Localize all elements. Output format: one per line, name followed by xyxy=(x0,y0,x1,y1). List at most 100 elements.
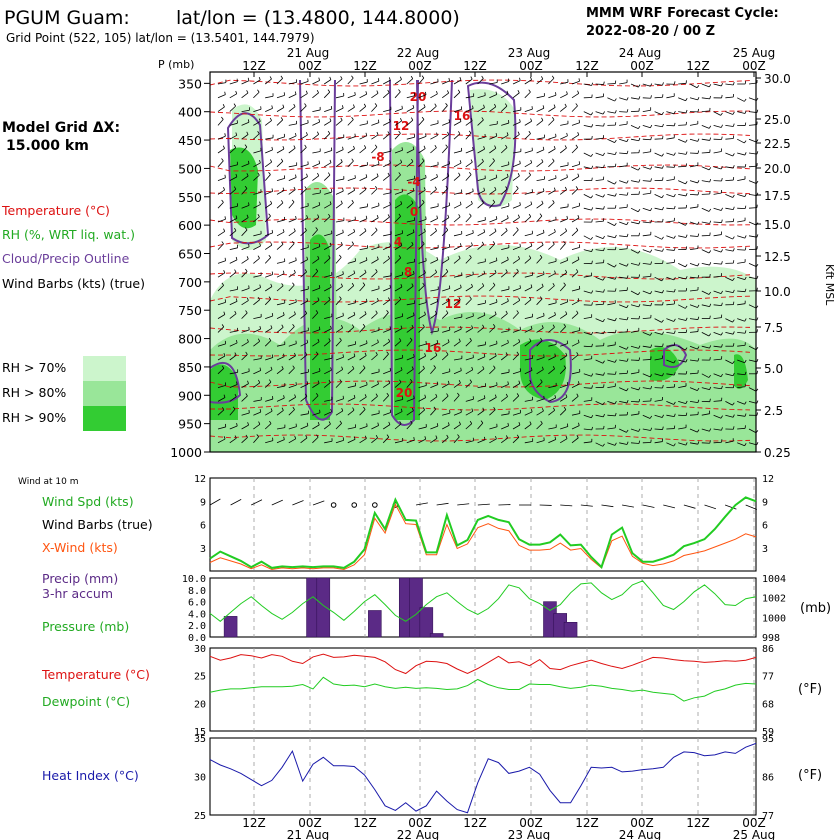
wind-barb-flag xyxy=(650,344,653,348)
wind-barb-flag xyxy=(720,83,723,87)
wind-barb xyxy=(312,151,321,154)
surface-wind-barb xyxy=(663,504,676,509)
wind-barb-flag xyxy=(388,421,391,425)
wind-barb xyxy=(217,243,224,250)
wind-barb-flag xyxy=(626,399,629,404)
pressure-tick-label: 1000 xyxy=(762,613,786,624)
wind-barb xyxy=(678,235,687,238)
wind-barb-flag xyxy=(602,402,605,406)
wind-barb xyxy=(548,231,556,237)
wind-barb xyxy=(524,316,533,319)
wind-barb-flag xyxy=(744,164,747,168)
wind-barb xyxy=(571,105,578,112)
wind-barb xyxy=(512,412,521,416)
wind-barb-flag xyxy=(626,275,629,279)
wind-barb-flag xyxy=(709,220,712,224)
wind-barb-flag xyxy=(650,178,652,182)
wind-barb xyxy=(512,134,520,140)
wind-barb-flag xyxy=(673,247,676,251)
wind-barb xyxy=(276,190,285,195)
wind-barb-flag xyxy=(236,381,238,385)
wind-barb-flag xyxy=(591,248,594,252)
wind-barb xyxy=(465,108,474,112)
wind-barb xyxy=(229,134,237,140)
wind-barb xyxy=(335,286,343,292)
wind-barb xyxy=(548,77,555,85)
temperature-tick-label: 15 xyxy=(194,727,206,738)
wind-barb xyxy=(217,272,225,278)
wind-barb-flag xyxy=(409,337,413,341)
wind-barb xyxy=(312,312,319,319)
wind-barb xyxy=(748,428,757,434)
wind-barb xyxy=(607,302,616,306)
wind-barb-flag xyxy=(756,109,759,113)
wind-barb xyxy=(654,373,663,377)
wind-barb-flag xyxy=(388,77,391,81)
wind-barb xyxy=(678,152,687,155)
wind-tick-label: 3 xyxy=(200,544,206,555)
wind-barb xyxy=(418,243,425,250)
wind-barb xyxy=(548,368,555,375)
surface-wind-barb xyxy=(230,499,242,506)
wind-barb xyxy=(524,441,533,444)
wind-barb-flag xyxy=(330,367,332,371)
wind-barb xyxy=(678,138,686,143)
wind-barb xyxy=(666,235,675,239)
wind-barb-flag xyxy=(388,380,391,384)
wind-barb xyxy=(300,81,309,85)
wind-barb xyxy=(359,93,367,99)
wind-barb xyxy=(607,373,616,375)
wind-barb xyxy=(265,274,273,278)
wind-barb-flag xyxy=(223,353,226,357)
wind-barb-flag xyxy=(222,145,225,149)
wind-barb xyxy=(312,216,320,223)
time-tick-label: 12Z xyxy=(353,59,377,73)
wind-barb xyxy=(524,328,533,333)
wind-barb-flag xyxy=(673,372,676,376)
wind-barb-flag xyxy=(564,145,567,149)
wind-barb xyxy=(571,330,580,333)
wind-barb xyxy=(253,287,261,292)
rh-area xyxy=(470,89,515,208)
wind-barb-flag xyxy=(517,214,520,218)
wind-barb xyxy=(571,396,579,402)
wind-barb-flag xyxy=(246,214,249,218)
wind-barb-flag xyxy=(398,255,402,259)
wind-barb-flag xyxy=(339,296,342,300)
wind-barb-flag xyxy=(519,202,521,206)
wind-barb-flag xyxy=(708,125,712,129)
wind-barb-flag xyxy=(411,200,414,204)
wind-barb-flag xyxy=(457,434,460,438)
wind-barb-flag xyxy=(459,77,462,81)
wind-barb-flag xyxy=(626,150,629,154)
wind-barb xyxy=(276,231,285,237)
wind-barb-flag xyxy=(564,228,568,232)
wind-barb-flag xyxy=(341,325,343,329)
wind-barb xyxy=(453,424,461,430)
wind-barb xyxy=(394,411,403,416)
wind-barb xyxy=(689,428,698,433)
wind-barb xyxy=(453,275,462,278)
wind-barb xyxy=(619,289,628,292)
wind-barb xyxy=(359,326,366,333)
wind-barb-flag xyxy=(445,227,449,231)
wind-barb xyxy=(748,304,757,309)
wind-barb xyxy=(312,383,320,388)
wind-barb xyxy=(465,398,474,402)
wind-barb-flag xyxy=(552,324,555,328)
wind-barb xyxy=(619,318,628,321)
wind-barb xyxy=(323,382,331,388)
wind-barb xyxy=(560,426,568,430)
wind-barb-flag xyxy=(649,374,653,378)
wind-barb xyxy=(725,332,734,335)
wind-barb xyxy=(737,249,746,251)
wind-barb-flag xyxy=(353,145,355,149)
wind-barb xyxy=(689,165,698,168)
wind-barb xyxy=(300,300,308,306)
wind-barb xyxy=(371,312,378,319)
wind-barb xyxy=(536,423,543,430)
wind-barb-flag xyxy=(377,422,379,426)
wind-barb xyxy=(276,368,284,375)
wind-barb-flag xyxy=(317,380,320,384)
wind-barb xyxy=(737,442,745,447)
